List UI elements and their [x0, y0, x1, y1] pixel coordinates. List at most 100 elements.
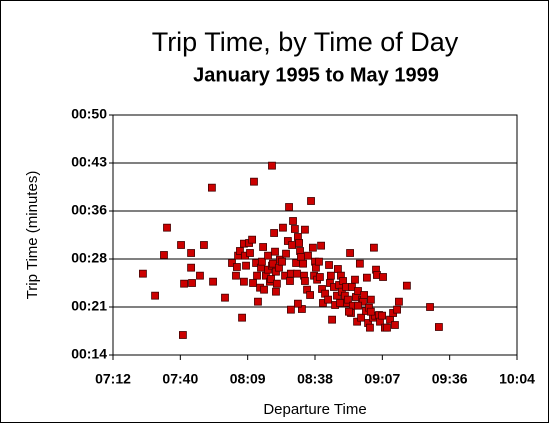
x-tick-label: 09:36 [432, 371, 468, 387]
point [270, 229, 278, 237]
point [240, 277, 248, 286]
point [299, 259, 307, 268]
point [272, 287, 280, 296]
point [435, 323, 443, 331]
point [306, 291, 314, 299]
point [268, 161, 276, 170]
point [259, 243, 267, 251]
point [271, 247, 279, 256]
point [357, 313, 365, 322]
point [316, 273, 324, 281]
point [383, 323, 391, 332]
point [294, 299, 302, 308]
point [283, 237, 292, 245]
point [177, 241, 185, 249]
point [163, 223, 171, 232]
point [391, 321, 399, 329]
point [363, 273, 371, 282]
point [307, 197, 315, 205]
point [295, 239, 304, 247]
point [286, 277, 294, 285]
y-tick-label: 00:28 [71, 250, 107, 266]
point [209, 277, 217, 286]
point [289, 217, 297, 225]
point [360, 291, 368, 299]
point [180, 279, 188, 288]
point [288, 241, 296, 249]
point [354, 287, 362, 295]
point [336, 299, 344, 307]
point [393, 305, 401, 314]
point [297, 253, 305, 261]
point [304, 251, 312, 260]
plot-area [112, 114, 518, 356]
point [402, 281, 411, 290]
y-tick-label: 00:50 [71, 106, 107, 122]
point [179, 331, 187, 339]
point [370, 243, 378, 252]
point [253, 271, 261, 280]
x-tick-label: 07:40 [162, 371, 198, 387]
point [279, 223, 287, 232]
point [287, 305, 295, 314]
point [317, 241, 325, 250]
point [221, 293, 229, 302]
point [233, 263, 241, 271]
y-tick-label: 00:21 [71, 298, 107, 314]
point [207, 183, 216, 192]
point [426, 303, 434, 311]
point [290, 225, 299, 233]
point [236, 247, 244, 255]
point [293, 269, 301, 278]
chart-title: Trip Time, by Time of Day [152, 27, 459, 57]
point [228, 259, 236, 267]
point [139, 269, 147, 278]
chart-subtitle: January 1995 to May 1999 [193, 64, 439, 86]
point [258, 257, 266, 266]
point [254, 297, 262, 306]
point [232, 271, 240, 280]
point [355, 259, 364, 268]
point [269, 259, 277, 268]
point [160, 251, 168, 259]
point [242, 261, 250, 270]
point [346, 249, 354, 257]
y-tick-label: 00:36 [71, 202, 107, 218]
point [351, 275, 359, 284]
x-axis-label: Departure Time [263, 401, 366, 418]
point [196, 271, 204, 280]
point [325, 261, 333, 269]
x-tick-label: 08:38 [297, 371, 333, 387]
point [345, 307, 353, 316]
y-tick-label: 00:43 [71, 154, 107, 170]
point [308, 243, 317, 252]
point [264, 251, 272, 260]
x-tick-label: 09:07 [364, 371, 400, 387]
point [272, 279, 281, 288]
point [334, 265, 342, 273]
point [298, 305, 306, 313]
point [188, 279, 196, 287]
point [200, 241, 208, 249]
x-tick-label: 07:12 [95, 371, 131, 387]
point [248, 235, 257, 244]
point [315, 257, 323, 266]
point [301, 277, 309, 285]
point [301, 225, 309, 234]
point [366, 323, 374, 332]
point [326, 271, 335, 280]
point [366, 295, 375, 304]
x-tick-label: 10:04 [499, 371, 535, 387]
point [395, 297, 403, 306]
x-tick-label: 08:09 [230, 371, 266, 387]
point [285, 203, 293, 211]
point [379, 273, 387, 281]
point [353, 317, 361, 326]
point [250, 177, 258, 186]
point [187, 249, 195, 257]
point [246, 249, 254, 257]
point [151, 291, 159, 300]
point [282, 249, 290, 258]
y-axis-label: Trip Time (minutes) [24, 171, 41, 300]
